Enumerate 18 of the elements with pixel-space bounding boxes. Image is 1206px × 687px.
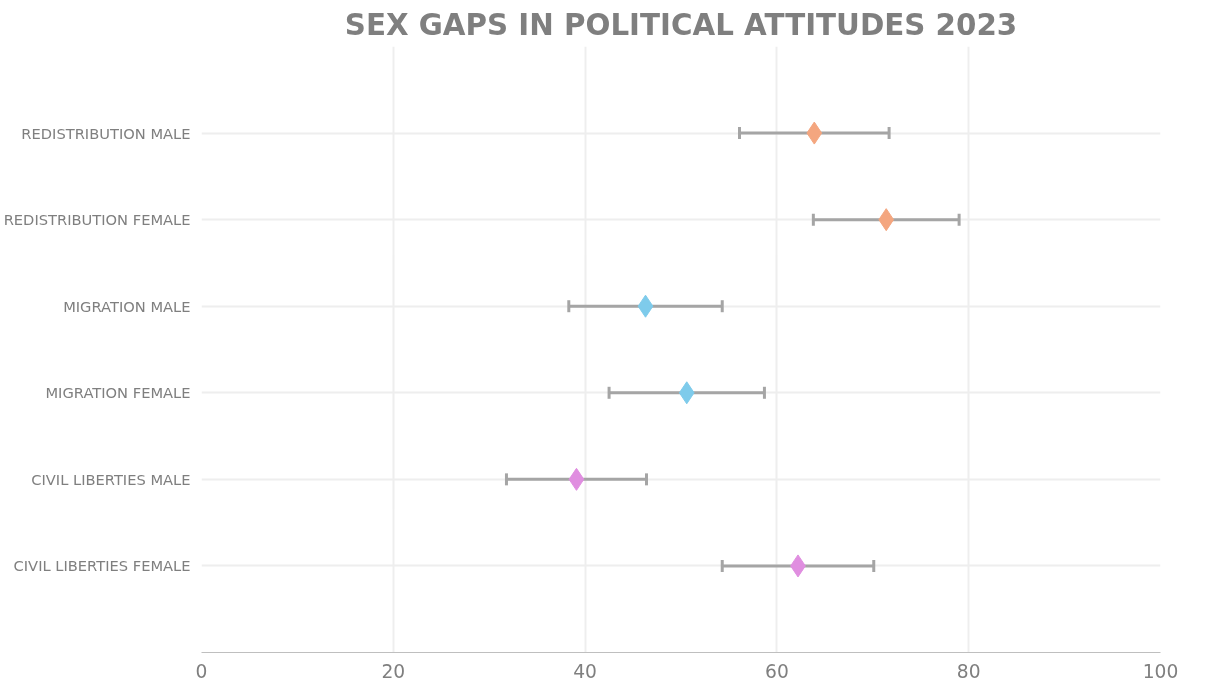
y-tick-label: MIGRATION MALE xyxy=(63,297,191,315)
y-tick-label: REDISTRIBUTION MALE xyxy=(21,124,191,142)
y-tick-label: CIVIL LIBERTIES FEMALE xyxy=(13,557,191,575)
x-tick-label: 0 xyxy=(195,660,208,682)
x-tick-label: 80 xyxy=(956,660,981,682)
y-tick-label: CIVIL LIBERTIES MALE xyxy=(31,470,191,488)
y-tick-label: MIGRATION FEMALE xyxy=(45,384,191,402)
chart-title: SEX GAPS IN POLITICAL ATTITUDES 2023 xyxy=(344,7,1018,42)
point xyxy=(678,381,695,405)
x-tick-label: 20 xyxy=(381,660,406,682)
point xyxy=(637,294,654,318)
x-tick-label: 100 xyxy=(1142,660,1179,682)
x-tick-label: 40 xyxy=(573,660,597,682)
point xyxy=(568,467,585,491)
point xyxy=(806,121,823,145)
point xyxy=(878,208,895,232)
x-tick-label: 60 xyxy=(765,660,789,682)
y-tick-label: REDISTRIBUTION FEMALE xyxy=(3,211,191,229)
